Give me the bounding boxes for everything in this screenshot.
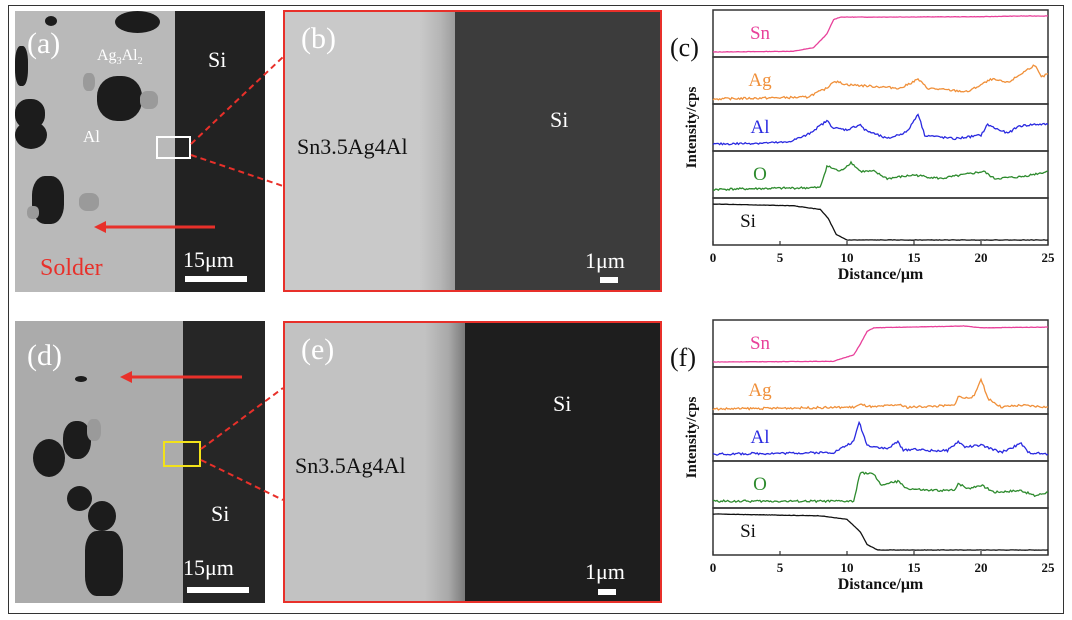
solder-composition-label: Sn3.5Ag4Al — [295, 453, 406, 478]
series-label-al: Al — [751, 117, 770, 138]
scale-label: 15μm — [183, 555, 234, 580]
panel-label-e: (e) — [301, 333, 335, 366]
si-label: Si — [208, 47, 227, 72]
x-tick-label: 15 — [908, 560, 922, 575]
x-tick-label: 20 — [975, 560, 988, 575]
strip-si — [712, 197, 1049, 246]
scale-label: 15μm — [183, 247, 234, 272]
series-label-o: O — [753, 474, 767, 495]
x-tick-label: 0 — [710, 560, 717, 575]
si-label: Si — [550, 107, 569, 132]
ag3al2-text2: Al — [121, 47, 138, 64]
series-label-ag: Ag — [748, 70, 772, 91]
solder-label: Solder — [40, 255, 103, 281]
ag3al2-sub: 3 — [116, 56, 122, 68]
sem-image-a: (a) Ag3Al2 Al Si Solder 15μm — [15, 11, 265, 292]
series-line-al — [712, 420, 1049, 456]
series-line-si — [712, 203, 1049, 241]
x-tick-label: 20 — [975, 250, 988, 265]
figure-frame — [8, 5, 1064, 614]
sem-image-d: (d) Si 15μm — [15, 321, 265, 603]
series-line-ag — [712, 64, 1049, 101]
x-tick-label: 10 — [841, 250, 854, 265]
x-axis-label: Distance/μm — [838, 266, 924, 283]
sem-image-b: (b) Sn3.5Ag4Al Si 1μm — [283, 10, 662, 292]
line-scan-chart-c: (c) Intensity/cps Sn Ag Al O Si 0 5 10 15 20 25 Dista… — [670, 9, 1056, 283]
x-tick-label: 5 — [777, 560, 784, 575]
si-label: Si — [553, 391, 572, 416]
scale-bar — [598, 589, 616, 595]
si-region — [465, 323, 660, 601]
si-label: Si — [211, 501, 230, 526]
x-tick-label: 25 — [1042, 560, 1056, 575]
scale-bar — [187, 587, 249, 593]
series-label-sn: Sn — [750, 333, 771, 354]
panel-label: (c) — [670, 33, 699, 62]
strip-si — [712, 507, 1049, 556]
solder-composition-label: Sn3.5Ag4Al — [297, 134, 408, 159]
line-scan-chart-f: (f) Intensity/cps Sn Ag Al O Si 0 5 10 15 20 25 Dista… — [670, 319, 1056, 593]
ag3al2-sub2: 2 — [137, 56, 143, 68]
sem-image-e: (e) Sn3.5Ag4Al Si 1μm — [283, 321, 662, 603]
si-region — [455, 12, 660, 290]
ag3al2-text: Ag — [97, 47, 117, 64]
series-label-si: Si — [740, 521, 756, 542]
phase-label-al: Al — [83, 127, 100, 146]
panel-label: (f) — [670, 343, 696, 372]
x-tick-label: 10 — [841, 560, 854, 575]
series-line-sn — [712, 325, 1049, 363]
panel-label-a: (a) — [27, 27, 61, 60]
series-line-si — [712, 513, 1048, 551]
series-line-o — [712, 471, 1049, 504]
series-label-si: Si — [740, 211, 756, 232]
x-tick-label: 5 — [777, 250, 784, 265]
y-axis-label: Intensity/cps — [684, 397, 700, 479]
x-tick-label: 0 — [710, 250, 717, 265]
panel-label-d: (d) — [27, 339, 62, 372]
panel-label-b: (b) — [301, 22, 336, 55]
scale-bar — [185, 276, 247, 282]
x-tick-label: 15 — [908, 250, 922, 265]
scale-bar — [600, 277, 618, 283]
scale-label: 1μm — [585, 559, 625, 584]
x-tick-label: 25 — [1042, 250, 1056, 265]
series-label-o: O — [753, 164, 767, 185]
series-label-sn: Sn — [750, 23, 771, 44]
phase-label-ag3al2: Ag3Al2 — [97, 47, 143, 67]
series-line-o — [712, 160, 1049, 192]
interface-texture — [425, 323, 465, 601]
series-line-sn — [712, 15, 1049, 53]
y-axis-label: Intensity/cps — [684, 87, 700, 169]
scale-label: 1μm — [585, 248, 625, 273]
series-line-al — [712, 113, 1049, 146]
interface-texture — [420, 12, 455, 290]
series-line-ag — [712, 377, 1049, 411]
series-label-ag: Ag — [748, 380, 772, 401]
series-label-al: Al — [751, 427, 770, 448]
x-axis-label: Distance/μm — [838, 576, 924, 593]
